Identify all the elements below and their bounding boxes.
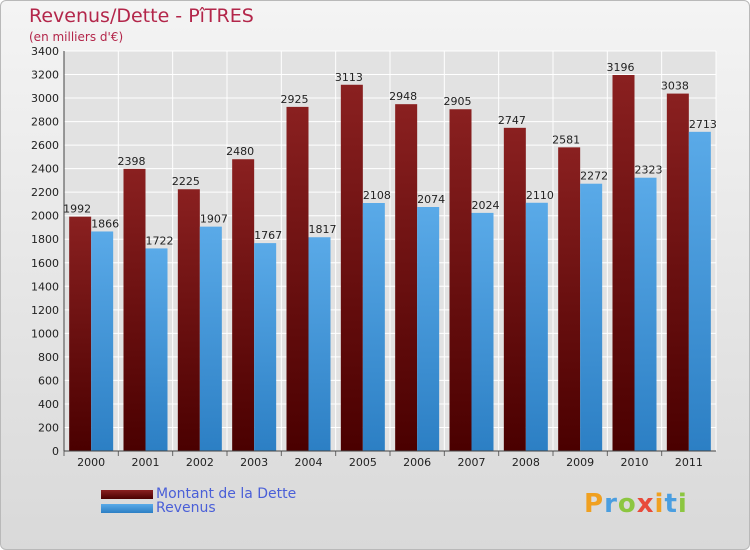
x-tick-label: 2008	[512, 456, 540, 469]
data-label-revenue: 1722	[146, 234, 174, 247]
legend-label-debt: Montant de la Dette	[156, 486, 297, 502]
x-tick-label: 2005	[349, 456, 377, 469]
data-label-debt: 2747	[498, 114, 526, 127]
logo-letter: x	[636, 489, 655, 519]
y-tick-label: 1800	[31, 233, 59, 246]
y-tick-label: 1200	[31, 304, 59, 317]
x-tick-label: 2010	[621, 456, 649, 469]
bar-revenue	[199, 226, 222, 451]
y-tick-label: 1600	[31, 257, 59, 270]
legend-label-revenue: Revenus	[156, 500, 216, 516]
bar-revenue	[634, 177, 657, 452]
y-tick-label: 1000	[31, 327, 59, 340]
bar-revenue	[254, 243, 277, 451]
y-tick-label: 2000	[31, 210, 59, 223]
x-tick-label: 2002	[186, 456, 214, 469]
data-label-revenue: 2110	[526, 189, 554, 202]
bar-debt	[395, 104, 418, 452]
bar-chart: 0 200 400 600 800 1000 1200 1400 1600 1800 2000 220…	[31, 45, 717, 469]
y-tick-label: 800	[38, 351, 59, 364]
chart-subtitle: (en milliers d'€)	[29, 30, 124, 44]
bar-debt	[123, 168, 146, 451]
bar-debt	[177, 189, 200, 451]
x-tick-label: 2004	[295, 456, 323, 469]
data-label-revenue: 1817	[309, 223, 337, 236]
bar-debt	[558, 147, 581, 451]
data-label-revenue: 2108	[363, 189, 391, 202]
data-label-debt: 2225	[172, 175, 200, 188]
logo-letter: r	[604, 489, 618, 519]
bar-debt	[232, 159, 255, 451]
logo-letter: t	[664, 489, 678, 519]
data-label-debt: 2398	[118, 155, 146, 168]
data-label-debt: 2948	[389, 90, 417, 103]
bar-revenue	[417, 207, 440, 451]
legend-item-revenue: Revenus	[101, 501, 296, 515]
x-tick-label: 2011	[675, 456, 703, 469]
bar-debt	[503, 127, 526, 451]
x-tick-label: 2003	[240, 456, 268, 469]
y-tick-label: 3200	[31, 69, 59, 82]
bar-debt	[69, 216, 92, 451]
data-label-debt: 2925	[281, 93, 309, 106]
data-label-debt: 3113	[335, 71, 363, 84]
y-tick-label: 2600	[31, 139, 59, 152]
data-label-debt: 3038	[661, 80, 689, 93]
data-label-debt: 2905	[444, 95, 472, 108]
data-label-debt: 2480	[226, 145, 254, 158]
y-tick-label: 3000	[31, 92, 59, 105]
bar-revenue	[362, 203, 385, 451]
bar-revenue	[471, 212, 494, 451]
data-label-revenue: 2272	[580, 170, 608, 183]
bar-revenue	[525, 202, 548, 451]
x-tick-label: 2009	[566, 456, 594, 469]
y-tick-label: 2200	[31, 186, 59, 199]
legend-swatch-debt	[101, 489, 153, 499]
data-label-revenue: 1907	[200, 213, 228, 226]
x-tick-label: 2001	[132, 456, 160, 469]
bar-revenue	[308, 237, 331, 451]
data-label-revenue: 1866	[91, 217, 119, 230]
logo-letter: P	[584, 489, 605, 519]
data-label-debt: 3196	[607, 61, 635, 74]
bar-revenue	[688, 131, 711, 451]
y-tick-label: 2800	[31, 116, 59, 129]
x-tick-label: 2006	[403, 456, 431, 469]
data-label-revenue: 1767	[254, 229, 282, 242]
y-tick-label: 2400	[31, 163, 59, 176]
bar-revenue	[91, 231, 114, 451]
bar-debt	[340, 84, 363, 451]
data-label-debt: 1992	[63, 203, 91, 216]
legend-item-debt: Montant de la Dette	[101, 487, 296, 501]
y-tick-label: 0	[52, 445, 59, 458]
logo-letter: i	[654, 489, 665, 519]
data-label-debt: 2581	[552, 133, 580, 146]
legend-swatch-revenue	[101, 503, 153, 513]
bar-revenue	[580, 183, 603, 452]
y-tick-label: 1400	[31, 280, 59, 293]
chart-title: Revenus/Dette - PîTRES	[29, 5, 254, 27]
x-tick-label: 2007	[458, 456, 486, 469]
data-label-revenue: 2074	[417, 193, 445, 206]
bar-revenue	[145, 248, 168, 451]
y-tick-label: 600	[38, 374, 59, 387]
bar-debt	[612, 75, 635, 451]
y-tick-label: 3400	[31, 45, 59, 58]
data-label-revenue: 2713	[689, 118, 717, 131]
y-tick-label: 400	[38, 398, 59, 411]
bar-debt	[666, 93, 689, 452]
y-tick-label: 200	[38, 421, 59, 434]
x-tick-label: 2000	[77, 456, 105, 469]
logo-letter: i	[677, 489, 688, 519]
logo-letter: o	[617, 489, 637, 519]
proxiti-logo: Proxiti	[584, 489, 688, 519]
data-label-revenue: 2323	[635, 164, 663, 177]
bar-debt	[449, 109, 472, 451]
chart-legend: Montant de la Dette Revenus	[101, 487, 296, 515]
bar-debt	[286, 106, 309, 451]
data-label-revenue: 2024	[472, 199, 500, 212]
